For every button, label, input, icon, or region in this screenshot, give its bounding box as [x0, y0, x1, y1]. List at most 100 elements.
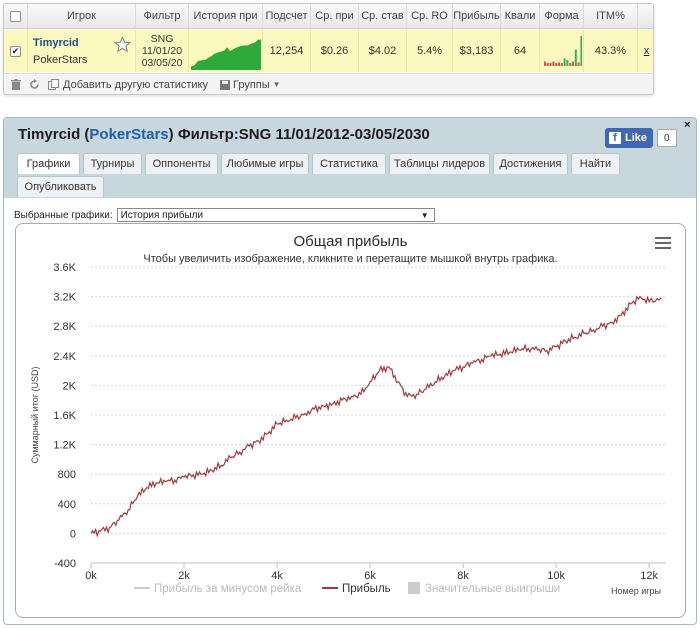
legend-rake-label[interactable]: Прибыль за минусом рейка [154, 583, 302, 595]
x-tick-label: 10k [547, 570, 565, 582]
legend-big-wins-swatch[interactable] [408, 582, 420, 594]
form-bar [560, 63, 563, 66]
table-header: Игрок Фильтр История при Подсчет Ср. при… [4, 4, 653, 29]
x-tick-label: 4k [271, 570, 283, 582]
legend-big-wins-label[interactable]: Значительные выигрыши [425, 583, 560, 595]
chart-selector-label: Выбранные графики: [14, 209, 113, 221]
chevron-down-icon: ▼ [272, 80, 281, 89]
tab-favorite-games[interactable]: Любимые игры [221, 153, 309, 174]
facebook-like: f Like 0 [605, 128, 677, 148]
col-itm[interactable]: ITM% [584, 4, 638, 28]
form-cell [540, 30, 584, 72]
player-cell: Timyrcid PokerStars [28, 30, 136, 72]
y-tick-label: 1.2K [53, 440, 76, 452]
itm-cell: 43.3% [584, 30, 638, 72]
select-all-checkbox[interactable] [10, 10, 21, 22]
tab-charts[interactable]: Графики [17, 153, 80, 174]
tab-leaderboards[interactable]: Таблицы лидеров [389, 153, 490, 174]
form-bar [565, 60, 568, 66]
col-qual[interactable]: Квали [501, 4, 540, 28]
tab-statistics[interactable]: Статистика [312, 153, 386, 174]
y-axis-label: Суммарный итог (USD) [30, 366, 40, 463]
col-count[interactable]: Подсчет [263, 4, 311, 28]
col-avg-profit[interactable]: Ср. при [311, 4, 359, 28]
profit-series-line[interactable] [90, 295, 662, 538]
filter-cell: SNG 11/01/20 03/05/20 [136, 30, 189, 72]
chart-menu-icon[interactable] [655, 237, 671, 249]
form-bar [574, 49, 577, 66]
y-tick-label: 2.4K [53, 351, 76, 363]
count-cell: 12,254 [263, 30, 311, 72]
form-bar [571, 61, 574, 66]
remove-row-button[interactable]: x [643, 45, 650, 57]
player-name-link[interactable]: Timyrcid [33, 36, 79, 49]
y-tick-label: 2K [63, 380, 77, 392]
x-tick-label: 0k [85, 570, 97, 582]
panel-site-link[interactable]: PokerStars [89, 126, 169, 143]
sparkline-area [190, 39, 261, 70]
profit-chart[interactable]: Общая прибыль Чтобы увеличить изображени… [15, 223, 686, 618]
player-site: PokerStars [33, 53, 88, 66]
row-checkbox-cell[interactable]: ✔ [4, 30, 28, 72]
x-axis-label: Номер игры [611, 586, 661, 596]
tab-find[interactable]: Найти [571, 153, 620, 174]
panel-header: Timyrcid (PokerStars) Фильтр:SNG 11/01/2… [4, 118, 696, 198]
tab-achievements[interactable]: Достижения [493, 153, 568, 174]
col-avg-roi[interactable]: Ср. RO [407, 4, 453, 28]
favorite-star-icon[interactable] [114, 36, 131, 53]
row-checkbox[interactable]: ✔ [10, 45, 21, 57]
y-tick-label: 3.6K [53, 262, 76, 274]
form-bars [543, 36, 582, 66]
copy-icon [48, 79, 59, 90]
y-tick-label: -400 [54, 558, 76, 570]
form-bar [568, 63, 571, 66]
panel-title: Timyrcid (PokerStars) Фильтр:SNG 11/01/2… [18, 126, 430, 143]
col-history[interactable]: История при [189, 4, 263, 28]
tab-tournaments[interactable]: Турниры [83, 153, 142, 174]
add-stats-button[interactable]: Добавить другую статистику [48, 79, 208, 91]
qual-cell: 64 [501, 30, 540, 72]
like-count: 0 [657, 129, 677, 147]
x-tick-label: 8k [457, 570, 469, 582]
table-row[interactable]: ✔ Timyrcid PokerStars SNG 11/01/20 03/05… [4, 30, 653, 72]
chart-svg[interactable]: -400 0 400 800 1.2K 1.6K 2K 2.4K 2.8K 3.2K 3.6K 0k 2… [16, 224, 685, 617]
chart-select[interactable]: История прибыли ▼ [116, 208, 435, 222]
facebook-like-button[interactable]: f Like [605, 128, 654, 148]
chart-title: Общая прибыль [293, 233, 408, 250]
save-icon [220, 79, 230, 90]
col-player[interactable]: Игрок [28, 4, 136, 28]
col-avg-stake[interactable]: Ср. став [359, 4, 407, 28]
col-filter[interactable]: Фильтр [136, 4, 189, 28]
form-bar [543, 61, 546, 66]
col-form[interactable]: Форма [540, 4, 584, 28]
trash-icon[interactable] [11, 79, 21, 90]
tab-publish[interactable]: Опубликовать [17, 176, 104, 197]
chart-selector: Выбранные графики: История прибыли ▼ [14, 208, 435, 222]
player-panel: Timyrcid (PokerStars) Фильтр:SNG 11/01/2… [3, 117, 697, 625]
y-tick-label: 800 [58, 469, 76, 481]
avg-profit-cell: $0.26 [311, 30, 359, 72]
tab-opponents[interactable]: Оппоненты [145, 153, 218, 174]
col-profit[interactable]: Прибыль [453, 4, 501, 28]
groups-dropdown[interactable]: Группы ▼ [220, 79, 281, 91]
dropdown-arrow-icon: ▼ [420, 210, 429, 220]
profit-cell: $3,183 [453, 30, 501, 72]
select-all-checkbox-cell[interactable] [4, 4, 28, 28]
history-cell[interactable] [189, 30, 263, 72]
y-tick-label: 1.6K [53, 410, 76, 422]
x-tick-label: 6k [364, 570, 376, 582]
y-tick-label: 2.8K [53, 321, 76, 333]
refresh-icon[interactable] [29, 79, 40, 90]
remove-cell: x [638, 30, 653, 72]
close-icon[interactable]: × [684, 119, 691, 131]
filter-type: SNG [150, 33, 174, 45]
y-tick-label: 3.2K [53, 292, 76, 304]
avg-roi-cell: 5.4% [407, 30, 453, 72]
avg-stake-cell: $4.02 [359, 30, 407, 72]
profit-sparkline[interactable] [190, 32, 261, 70]
legend-profit-label[interactable]: Прибыль [342, 583, 391, 595]
filter-from: 11/01/20 [141, 45, 183, 57]
table-toolbar: Добавить другую статистику Группы ▼ [4, 73, 653, 94]
y-tick-label: 0 [70, 528, 76, 540]
form-bar [554, 63, 557, 66]
